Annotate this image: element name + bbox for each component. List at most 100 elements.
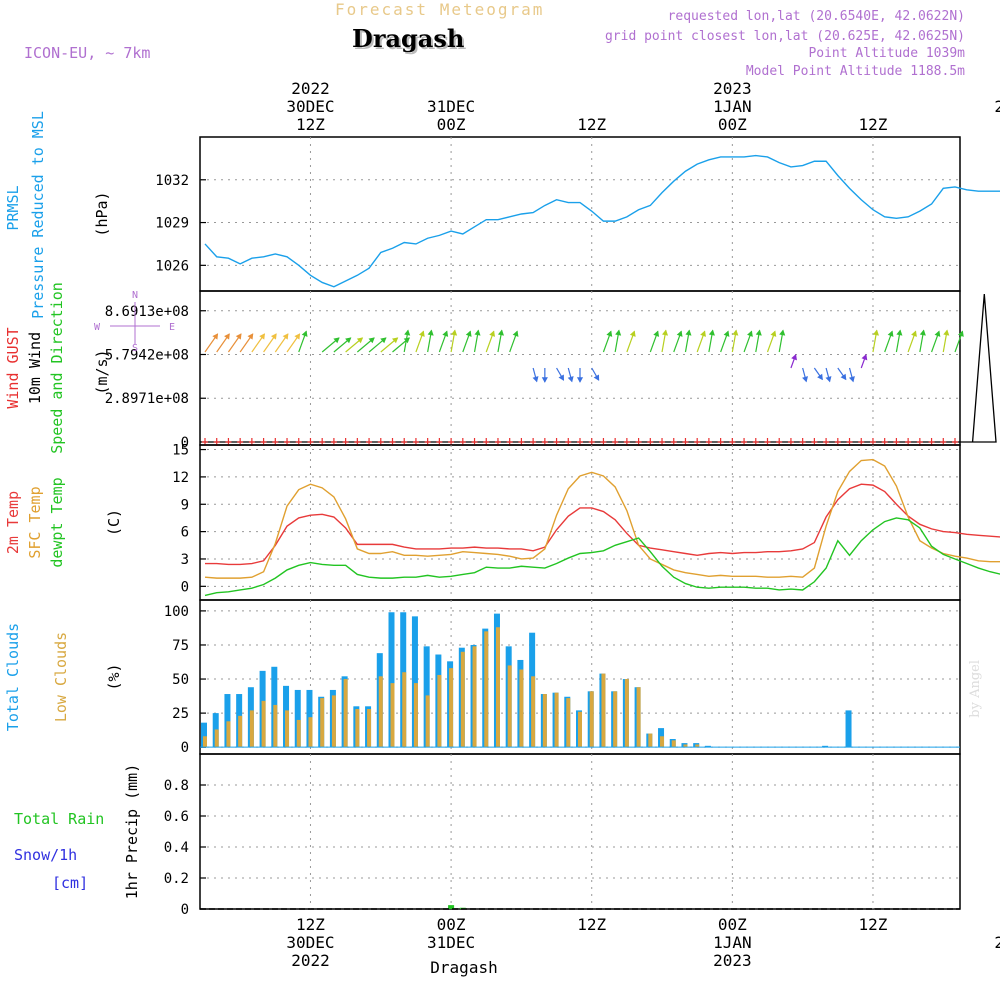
low-cloud-bar: [542, 694, 547, 748]
low-cloud-bar: [578, 711, 582, 748]
top-axis-label: 31DEC: [427, 97, 475, 116]
model-label: ICON-EU, ~ 7km: [24, 44, 151, 62]
point-altitude: Point Altitude 1039m: [808, 46, 965, 61]
low-cloud-bar: [343, 679, 348, 748]
wind-arrow-head: [676, 330, 683, 337]
wind-arrow-head: [661, 329, 669, 336]
y-tick-label: 0.2: [164, 871, 189, 887]
wind-arrow-head: [282, 333, 289, 340]
wind-arrow-head: [259, 333, 265, 340]
wind-arrow-head: [404, 329, 411, 336]
wind-arrow-head: [380, 337, 387, 344]
panel-clouds: 0 25 50 75 100 Total Clouds Low Clouds (%): [4, 599, 961, 756]
wind-arrow-head: [497, 329, 504, 336]
low-cloud-bar: [437, 674, 442, 748]
gust-line: [205, 293, 997, 443]
wind-arrow-head: [700, 330, 706, 337]
y-tick-label: 8.6913e+08: [105, 304, 189, 320]
total-cloud-bar: [704, 745, 711, 748]
wind-arrow-head: [247, 333, 254, 340]
wind-arrow-head: [541, 377, 548, 383]
low-cloud-bar: [671, 740, 676, 748]
wind-arrow-head: [887, 330, 894, 337]
bottom-axis-label: 12Z: [296, 915, 325, 934]
low-cloud-bar: [519, 669, 524, 748]
low-cloud-bar: [390, 683, 395, 748]
compass-cross: [110, 302, 160, 344]
panel-wind: 0 2.8971e+08 5.7942e+08 8.6913e+08 Wind GUST…: [4, 282, 997, 454]
total-cloud-bar: [388, 612, 395, 748]
panel-pressure: 1026 1029 1032 PRMSL Pressure Reduced to MSL…: [4, 111, 1000, 319]
wind-arrow-head: [391, 337, 399, 344]
wind-arrow-head: [567, 376, 574, 383]
low-cloud-bar: [495, 627, 500, 748]
y-tick-label: 3: [181, 552, 189, 568]
panel-unit: (hPa): [93, 191, 111, 236]
y-tick-label: 75: [172, 638, 189, 654]
low-cloud-bar: [238, 715, 243, 748]
total-cloud-bar: [201, 722, 207, 748]
wind-arrow-head: [840, 373, 847, 381]
y-tick-label: 6: [181, 525, 189, 541]
bottom-axis-label: 00Z: [718, 915, 747, 934]
wind-arrow-head: [418, 330, 425, 337]
wind-arrow-head: [943, 329, 950, 336]
wind-arrow-head: [872, 329, 879, 336]
wind-arrow-head: [235, 333, 242, 340]
top-axis-label: 2023: [713, 79, 752, 98]
panel-unit: 1hr Precip (mm): [123, 764, 141, 899]
top-axis-label: 2JAN: [994, 97, 1000, 116]
low-cloud-bar: [285, 710, 290, 748]
panel-label: Speed and Direction: [48, 282, 66, 454]
wind-arrow-head: [685, 329, 692, 336]
wind-arrow-head: [919, 329, 926, 336]
wind-arrow-head: [779, 329, 786, 336]
wind-arrow-head: [294, 333, 301, 340]
series-line-dewpt-temp: [204, 517, 1000, 597]
low-cloud-bar: [472, 646, 477, 748]
wind-arrow-head: [817, 373, 823, 381]
wind-arrow-head: [755, 329, 762, 336]
total-cloud-bar: [822, 745, 829, 748]
wind-arrow-head: [427, 329, 434, 336]
panel-unit: (%): [105, 663, 123, 690]
bottom-axis-label: 30DEC: [286, 933, 334, 952]
top-axis-label: 12Z: [296, 115, 325, 134]
panel-label: Wind GUST: [4, 327, 22, 408]
bottom-axis-label: 12Z: [859, 915, 888, 934]
low-cloud-bar: [367, 709, 372, 748]
wind-arrow-head: [576, 377, 584, 383]
wind-arrow-head: [911, 330, 917, 337]
low-cloud-bar: [214, 729, 219, 748]
meteogram-title: Forecast Meteogram: [335, 0, 545, 19]
low-cloud-bar: [449, 668, 454, 748]
y-tick-label: 1026: [155, 258, 189, 274]
y-tick-label: 1029: [155, 216, 189, 232]
wind-arrow-head: [368, 337, 375, 344]
wind-arrow-head: [934, 330, 941, 337]
wind-arrow-head: [512, 330, 519, 337]
total-cloud-bar: [224, 694, 231, 748]
y-tick-label: 5.7942e+08: [105, 347, 189, 363]
low-cloud-bar: [624, 679, 629, 748]
bottom-axis-label: 31DEC: [427, 933, 475, 952]
low-cloud-bar: [355, 709, 360, 748]
low-cloud-bar: [531, 676, 536, 748]
low-cloud-bar: [695, 744, 700, 748]
y-tick-label: 12: [172, 470, 189, 486]
top-axis-label: 1JAN: [713, 97, 752, 116]
low-cloud-bar: [331, 695, 336, 748]
panel-label: Low Clouds: [52, 632, 70, 722]
top-axis-label: 2022: [291, 79, 330, 98]
y-tick-label: 2.8971e+08: [105, 391, 189, 407]
low-cloud-bar: [296, 719, 301, 748]
y-tick-label: 0: [181, 579, 189, 595]
total-cloud-bar: [411, 616, 418, 748]
low-cloud-bar: [425, 695, 430, 748]
compass-west: W: [94, 322, 101, 333]
panel-unit: (C): [105, 509, 123, 536]
low-cloud-bar: [203, 736, 207, 748]
wind-arrow-head: [825, 376, 832, 383]
wind-arrow-head: [615, 329, 622, 336]
